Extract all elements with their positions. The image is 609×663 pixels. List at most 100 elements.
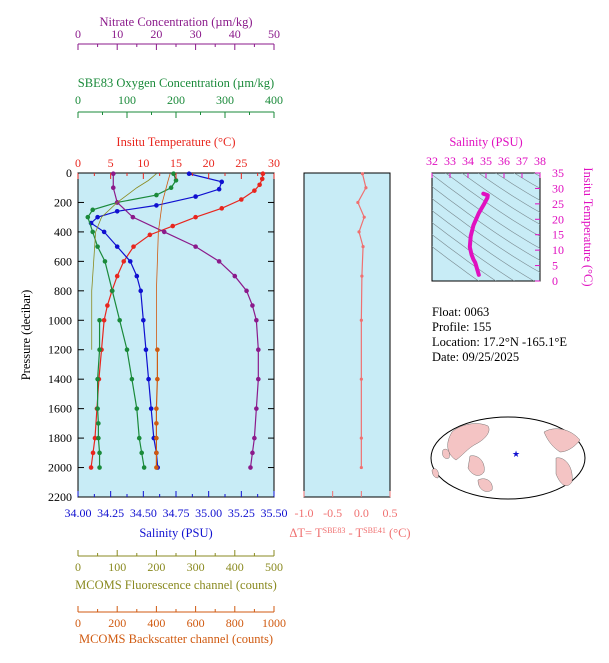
ts-temperature-axis-title: Insitu Temperature (°C) — [581, 167, 595, 286]
temperature-point — [101, 317, 107, 323]
temperature-point — [121, 259, 127, 264]
salinity-line — [90, 173, 223, 468]
salinity-tick-label: 35.25 — [228, 506, 255, 520]
ts-salinity-tick-label: 33 — [444, 154, 456, 168]
ts-temperature-tick-label: 5 — [552, 259, 558, 273]
fluorescence_sparse-point — [96, 435, 101, 441]
backscatter_sparse-point — [154, 465, 159, 470]
oxygen-point — [141, 465, 147, 470]
oxygen-point — [90, 229, 95, 235]
nitrate-tick-label: 20 — [150, 27, 162, 41]
ts-density-isoline — [432, 174, 540, 249]
temperature-point — [114, 273, 120, 279]
oxygen-point — [173, 178, 179, 183]
oxygen-axis-title: SBE83 Oxygen Concentration (µm/kg) — [78, 76, 274, 90]
ts-curve — [467, 191, 490, 277]
world-map-land — [431, 423, 581, 492]
ts-density-isoline — [445, 173, 540, 237]
nitrate-tick-label: 40 — [229, 27, 241, 41]
salinity-point — [141, 317, 146, 323]
backscatter-line — [155, 173, 171, 350]
temperature-tick-label: 20 — [203, 156, 215, 170]
fluorescence-tick-label: 500 — [265, 560, 283, 574]
temperature-point — [90, 450, 96, 456]
delta-t-tick-label: 0.0 — [354, 506, 369, 520]
delta-t-point — [357, 230, 361, 234]
delta-t-point — [356, 200, 360, 205]
temperature-point — [131, 244, 136, 249]
temperature-point — [105, 303, 110, 308]
nitrate-tick-label: 10 — [111, 27, 123, 41]
oxygen-point — [90, 207, 95, 213]
pressure-tick-label: 600 — [54, 254, 72, 268]
fluorescence_sparse-point — [97, 465, 102, 470]
temperature-tick-label: 15 — [170, 156, 182, 170]
temperature-point — [239, 197, 244, 202]
temperature-tick-label: 0 — [75, 156, 81, 170]
oxygen-tick-label: 0 — [75, 93, 81, 107]
nitrate-point — [193, 244, 198, 249]
salinity-point — [154, 203, 159, 208]
backscatter-tick-label: 200 — [108, 616, 126, 630]
temperature-tick-label: 30 — [268, 156, 280, 170]
backscatter_sparse-point — [155, 376, 160, 382]
salinity-point — [138, 288, 144, 294]
temperature-point — [219, 206, 225, 211]
ts-salinity-tick-label: 35 — [480, 154, 492, 168]
fluorescence-axis-title: MCOMS Fluorescence channel (counts) — [75, 578, 277, 592]
ts-density-isoline — [495, 173, 540, 201]
delta-t-point — [361, 245, 365, 249]
temperature-tick-label: 5 — [108, 156, 114, 170]
delta-t-tick-label: 0.5 — [383, 506, 398, 520]
pressure-tick-label: 1800 — [48, 431, 72, 445]
temperature-point — [88, 465, 94, 470]
backscatter-axis-title: MCOMS Backscatter channel (counts) — [79, 632, 273, 646]
ts-density-isoline — [432, 210, 535, 281]
ts-density-isoline — [478, 173, 540, 213]
fluorescence-tick-label: 100 — [108, 560, 126, 574]
fluorescence-line — [91, 173, 157, 350]
backscatter_sparse-point — [154, 435, 159, 441]
salinity-point — [101, 229, 107, 235]
ts-temperature-tick-label: 25 — [552, 197, 564, 211]
backscatter_sparse-point — [154, 406, 159, 411]
temperature-point — [259, 176, 265, 182]
fluorescence-tick-label: 300 — [187, 560, 205, 574]
oxygen-tick-label: 200 — [167, 93, 185, 107]
salinity-axis-title: Salinity (PSU) — [139, 526, 212, 540]
nitrate-axis-title: Nitrate Concentration (µm/kg) — [100, 15, 253, 29]
delta-t-point — [359, 436, 363, 440]
pressure-tick-label: 200 — [54, 195, 72, 209]
oxygen-point — [139, 450, 144, 456]
pressure-tick-label: 1200 — [48, 343, 72, 357]
info-float: Float: 0063 — [432, 305, 489, 319]
oxygen-tick-label: 400 — [265, 93, 283, 107]
ts-salinity-axis-title: Salinity (PSU) — [449, 135, 522, 149]
temperature-point — [170, 223, 176, 229]
fluorescence_sparse-point — [95, 406, 100, 411]
nitrate-point — [256, 347, 261, 353]
oxygen-tick-label: 300 — [216, 93, 234, 107]
ts-salinity-tick-label: 34 — [462, 154, 474, 168]
oxygen-point — [95, 244, 100, 249]
salinity-tick-label: 34.25 — [97, 506, 124, 520]
oxygen-point — [117, 317, 122, 323]
salinity-tick-label: 34.75 — [163, 506, 190, 520]
float-location-marker: ★ — [512, 450, 520, 460]
fluorescence_sparse-point — [95, 376, 100, 382]
delta-t-tick-label: -0.5 — [323, 506, 342, 520]
info-location: Location: 17.2°N -165.1°E — [432, 335, 567, 349]
ts-temperature-tick-label: 10 — [552, 243, 564, 257]
ts-density-isoline — [432, 234, 497, 281]
delta-t-point — [359, 318, 363, 322]
oxygen-point — [102, 259, 108, 264]
delta-t-point — [360, 274, 364, 278]
delta-t-point — [359, 465, 363, 470]
salinity-tick-label: 34.50 — [130, 506, 157, 520]
pressure-tick-label: 1400 — [48, 372, 72, 386]
backscatter_sparse-point — [155, 347, 160, 353]
ts-salinity-tick-label: 37 — [516, 154, 528, 168]
salinity-point — [146, 376, 151, 382]
backscatter-tick-label: 600 — [187, 616, 205, 630]
